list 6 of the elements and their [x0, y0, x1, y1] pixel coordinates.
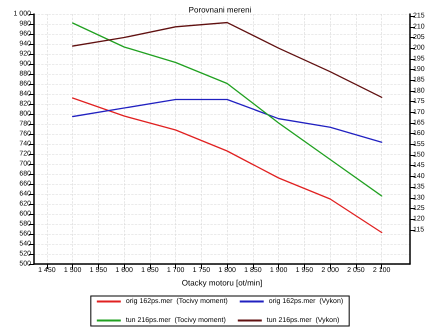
chart-title: Porovnani mereni: [188, 6, 252, 14]
line-series: [72, 97, 382, 234]
line-series: [72, 22, 382, 98]
line-series: [72, 98, 382, 143]
x-axis-title: Otacky motoru [ot/min]: [182, 278, 262, 288]
line-series: [72, 22, 382, 197]
